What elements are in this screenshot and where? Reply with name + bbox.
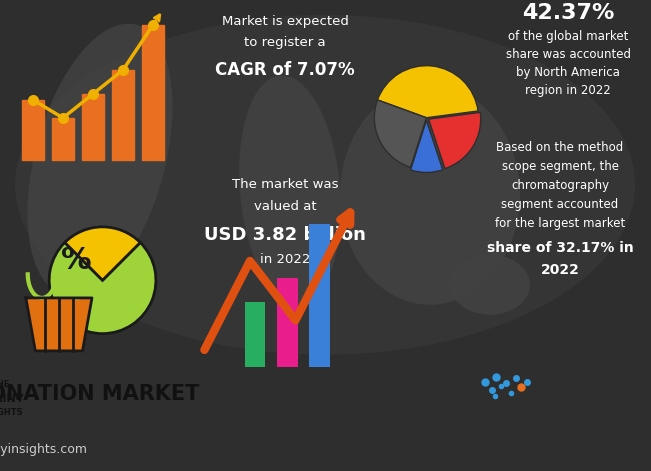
Text: PLASMA FRACTIONATION MARKET: PLASMA FRACTIONATION MARKET xyxy=(0,384,200,405)
Text: 2022: 2022 xyxy=(540,263,579,277)
Bar xyxy=(245,302,266,367)
Bar xyxy=(277,278,298,367)
Text: Based on the method: Based on the method xyxy=(496,141,624,154)
Ellipse shape xyxy=(239,75,341,304)
Bar xyxy=(309,224,330,367)
Text: of the global market: of the global market xyxy=(508,31,628,43)
Ellipse shape xyxy=(450,255,530,315)
Wedge shape xyxy=(49,243,156,333)
Wedge shape xyxy=(428,113,480,169)
Text: %: % xyxy=(61,246,91,275)
Bar xyxy=(112,70,134,160)
Ellipse shape xyxy=(15,15,635,355)
Polygon shape xyxy=(26,298,92,351)
Bar xyxy=(52,118,74,160)
Text: USD 3.82 billion: USD 3.82 billion xyxy=(204,226,366,244)
Bar xyxy=(82,94,104,160)
Text: BRAINY: BRAINY xyxy=(0,394,24,404)
Text: region in 2022: region in 2022 xyxy=(525,84,611,97)
Text: share was accounted: share was accounted xyxy=(505,49,631,61)
Bar xyxy=(142,25,164,160)
Text: by North America: by North America xyxy=(516,66,620,80)
Text: INSIGHTS: INSIGHTS xyxy=(0,407,23,417)
Ellipse shape xyxy=(27,24,173,296)
Text: share of 32.17% in: share of 32.17% in xyxy=(487,241,633,255)
Text: valued at: valued at xyxy=(254,200,316,213)
Text: in 2022: in 2022 xyxy=(260,253,310,266)
Text: segment accounted: segment accounted xyxy=(501,198,618,211)
Ellipse shape xyxy=(340,85,520,305)
Text: Market is expected: Market is expected xyxy=(221,16,348,28)
Text: 42.37%: 42.37% xyxy=(522,3,614,23)
Text: The market was: The market was xyxy=(232,179,339,191)
Wedge shape xyxy=(411,121,443,172)
Text: chromatography: chromatography xyxy=(511,179,609,192)
Text: for the largest market: for the largest market xyxy=(495,217,625,230)
Text: www.thebrainyinsights.com: www.thebrainyinsights.com xyxy=(0,443,87,456)
Text: to register a: to register a xyxy=(244,36,326,49)
Text: THE: THE xyxy=(0,380,10,389)
Wedge shape xyxy=(65,227,140,280)
Wedge shape xyxy=(374,100,426,167)
Text: scope segment, the: scope segment, the xyxy=(501,161,618,173)
Text: CAGR of 7.07%: CAGR of 7.07% xyxy=(215,61,355,79)
Wedge shape xyxy=(378,65,478,118)
Bar xyxy=(22,100,44,160)
